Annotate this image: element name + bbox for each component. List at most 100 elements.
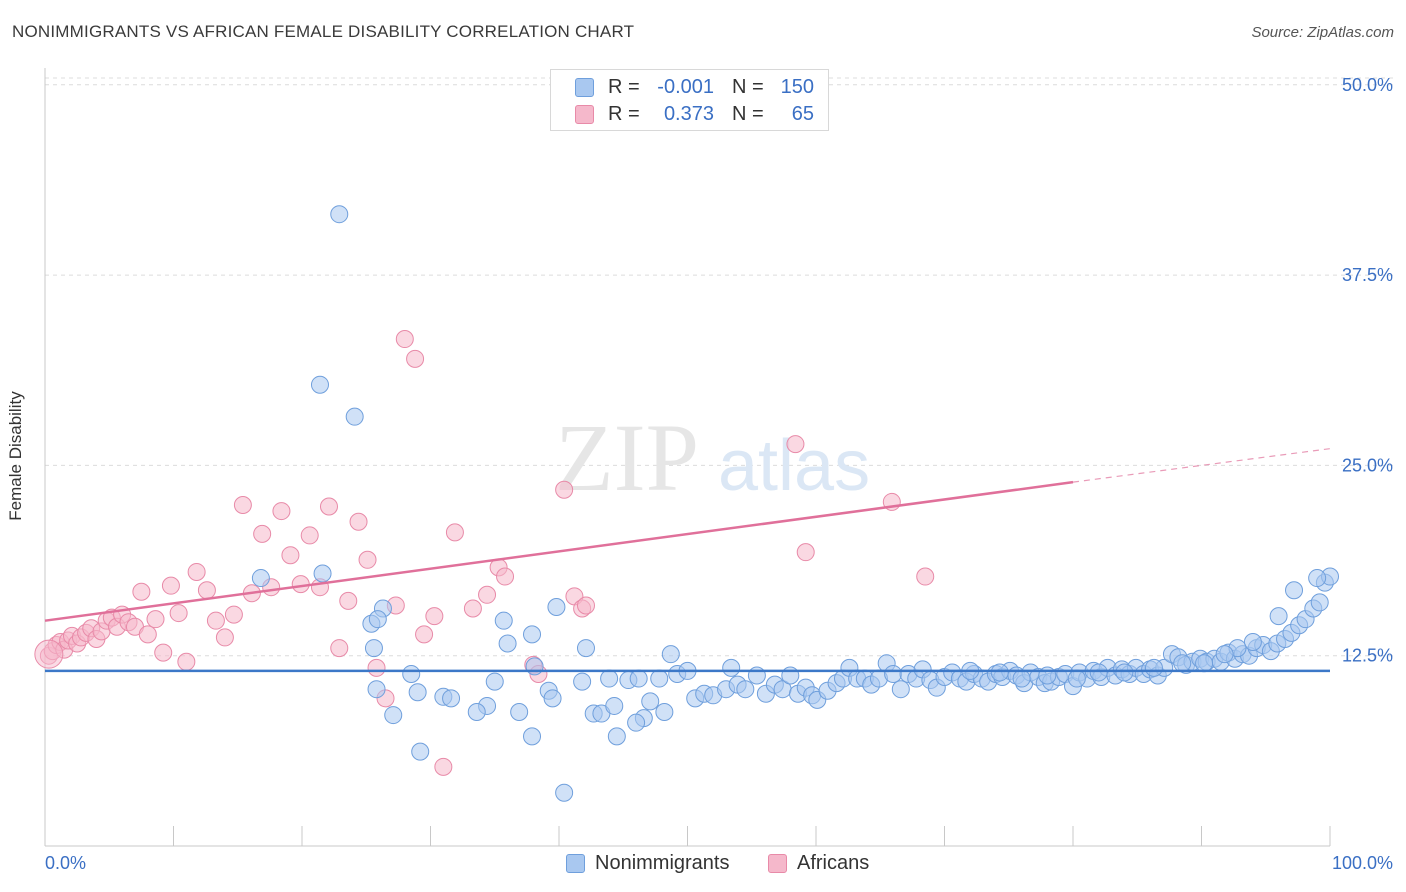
nonimmigrants-point	[884, 664, 903, 683]
source-label: Source: ZipAtlas.com	[1251, 24, 1394, 41]
africans-point	[367, 658, 386, 677]
africans-point	[161, 576, 180, 595]
legend-r-value: -0.001	[657, 75, 714, 98]
nonimmigrants-point	[573, 672, 592, 691]
nonimmigrants-point	[1144, 658, 1163, 677]
y-tick-label: 50.0%	[1342, 75, 1393, 95]
legend-swatch-pink	[575, 104, 594, 124]
nonimmigrants-point	[547, 597, 566, 616]
nonimmigrants-point	[736, 680, 755, 699]
nonimmigrants-point	[367, 680, 386, 699]
africans-point	[445, 523, 464, 542]
nonimmigrants-point	[467, 703, 486, 722]
nonimmigrants-point	[781, 666, 800, 685]
nonimmigrants-point	[576, 639, 595, 658]
africans-point	[786, 435, 805, 454]
nonimmigrants-point	[661, 645, 680, 664]
africans-point	[395, 330, 414, 349]
nonimmigrants-point	[1308, 569, 1327, 588]
africans-point	[187, 562, 206, 581]
grid-lines	[45, 77, 1393, 657]
nonimmigrants-point	[510, 703, 529, 722]
legend-item-africans[interactable]: Africans	[768, 852, 869, 875]
africans-point	[496, 567, 515, 586]
nonimmigrants-point	[494, 611, 513, 630]
trend-lines	[44, 448, 1331, 673]
series-legend: Nonimmigrants Africans	[0, 852, 1406, 878]
nonimmigrants-point	[251, 569, 270, 588]
x-tick-label: 100.0%	[1332, 853, 1393, 873]
nonimmigrants-point	[1012, 669, 1031, 688]
africans-point	[434, 757, 453, 776]
nonimmigrants-point	[555, 783, 574, 802]
legend-r-label: R =	[608, 102, 640, 125]
africans-point	[555, 480, 574, 499]
nonimmigrants-point	[1243, 632, 1262, 651]
legend-swatch-blue	[575, 77, 594, 97]
africans-point	[206, 611, 225, 630]
correlation-legend: R = -0.001 N = 150 R = 0.373 N = 65	[550, 69, 829, 131]
legend-label-nonimmigrants: Nonimmigrants	[595, 852, 730, 874]
africans-point	[319, 497, 338, 516]
nonimmigrants-point	[485, 672, 504, 691]
nonimmigrants-point	[310, 375, 329, 394]
nonimmigrants-point	[498, 634, 517, 653]
nonimmigrants-point	[650, 669, 669, 688]
africans-point	[146, 610, 165, 629]
nonimmigrants-point	[600, 669, 619, 688]
africans-point	[233, 495, 252, 514]
africans-point	[281, 546, 300, 565]
y-tick-label: 12.5%	[1342, 646, 1393, 666]
y-tick-label: 25.0%	[1342, 455, 1393, 475]
nonimmigrants-point	[523, 727, 542, 746]
x-tick-label: 0.0%	[45, 853, 86, 873]
nonimmigrants-point	[722, 658, 741, 677]
nonimmigrants-point	[330, 205, 349, 224]
axes	[44, 68, 1331, 847]
africans-point	[215, 628, 234, 647]
africans-point	[339, 591, 358, 610]
legend-r-label: R =	[608, 75, 640, 98]
africans-point	[415, 625, 434, 644]
nonimmigrants-point	[402, 664, 421, 683]
nonimmigrants-point	[1285, 581, 1304, 600]
africans-point	[330, 639, 349, 658]
africans-point	[169, 604, 188, 623]
africans-point	[425, 607, 444, 626]
legend-n-value: 65	[791, 102, 814, 125]
nonimmigrants-point	[891, 680, 910, 699]
nonimmigrants-point	[408, 683, 427, 702]
nonimmigrants-point	[384, 706, 403, 725]
africans-point	[463, 599, 482, 618]
tick-labels: 50.0% 37.5% 25.0% 12.5% 0.0% 100.0%	[45, 75, 1393, 873]
nonimmigrants-point	[442, 689, 461, 708]
nonimmigrants-point	[655, 703, 674, 722]
legend-n-label: N =	[732, 75, 764, 98]
africans-point	[138, 625, 157, 644]
legend-n-label: N =	[732, 102, 764, 125]
africans-point	[358, 550, 377, 569]
legend-swatch-blue	[566, 854, 585, 873]
africans-point	[406, 349, 425, 368]
africans-point	[272, 502, 291, 521]
africans-point	[478, 585, 497, 604]
africans-point	[916, 567, 935, 586]
africans-point	[796, 543, 815, 562]
zipatlas-watermark: ZIP atlas	[555, 404, 870, 511]
y-tick-label: 37.5%	[1342, 265, 1393, 285]
legend-row-africans: R = 0.373 N = 65	[575, 102, 814, 126]
africans-trend-line	[44, 480, 1074, 622]
africans-point	[132, 582, 151, 601]
nonimmigrants-point	[605, 696, 624, 715]
africans-point	[291, 575, 310, 594]
nonimmigrants-point	[368, 610, 387, 629]
nonimmigrants-points	[251, 205, 1339, 802]
nonimmigrants-point	[641, 692, 660, 711]
nonimmigrants-point	[1310, 593, 1329, 612]
nonimmigrants-point	[1195, 654, 1214, 673]
nonimmigrants-point	[1215, 645, 1234, 664]
nonimmigrants-point	[627, 713, 646, 732]
chart-title: NONIMMIGRANTS VS AFRICAN FEMALE DISABILI…	[12, 22, 635, 41]
legend-item-nonimmigrants[interactable]: Nonimmigrants	[566, 852, 729, 875]
africans-point	[224, 605, 243, 624]
